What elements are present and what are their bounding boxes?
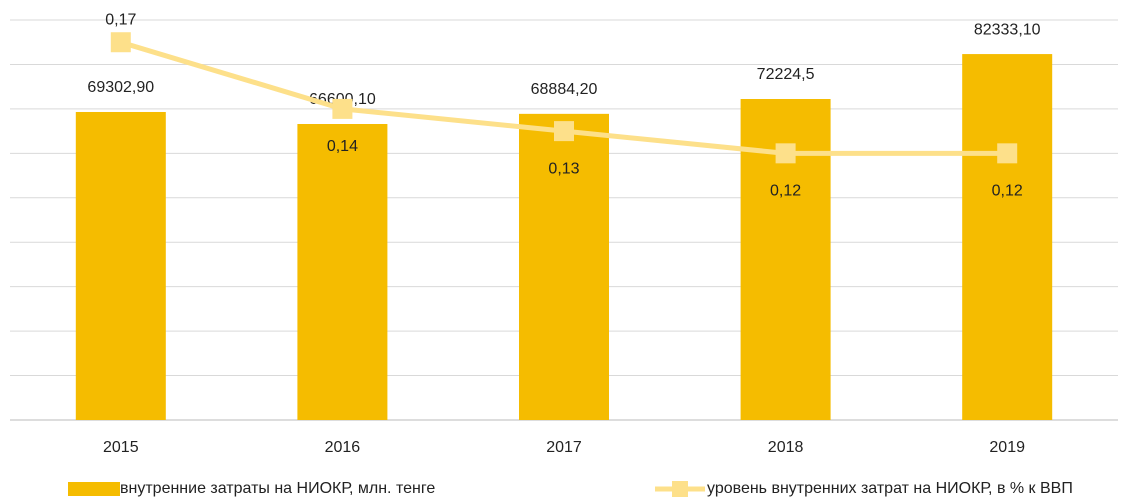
x-tick-label: 2015 [103, 439, 139, 456]
line-marker [110, 32, 131, 53]
data-label: 68884,20 [531, 81, 598, 98]
legend-label: уровень внутренних затрат на НИОКР, в % … [707, 480, 1073, 497]
bar [297, 123, 388, 420]
bar [75, 111, 166, 420]
bar [519, 113, 609, 421]
line-marker [554, 121, 574, 142]
data-label: 0,14 [327, 138, 358, 155]
x-tick-label: 2016 [325, 439, 361, 456]
legend-label: внутренние затраты на НИОКР, млн. тенге [120, 480, 435, 497]
data-label: 0,12 [992, 183, 1023, 200]
line-marker [775, 143, 796, 164]
line-marker [332, 98, 353, 119]
data-label: 82333,10 [974, 21, 1041, 38]
data-label: 0,12 [770, 183, 801, 200]
data-label: 0,17 [105, 11, 136, 28]
data-label: 72224,5 [757, 66, 815, 83]
bar [962, 54, 1053, 421]
data-label: 0,13 [548, 160, 579, 177]
data-label: 69302,90 [87, 79, 154, 96]
legend-marker [672, 481, 688, 497]
x-tick-label: 2018 [768, 439, 804, 456]
legend-swatch [68, 482, 120, 496]
x-tick-label: 2017 [546, 439, 582, 456]
x-tick-label: 2019 [989, 439, 1025, 456]
line-marker [997, 143, 1018, 164]
